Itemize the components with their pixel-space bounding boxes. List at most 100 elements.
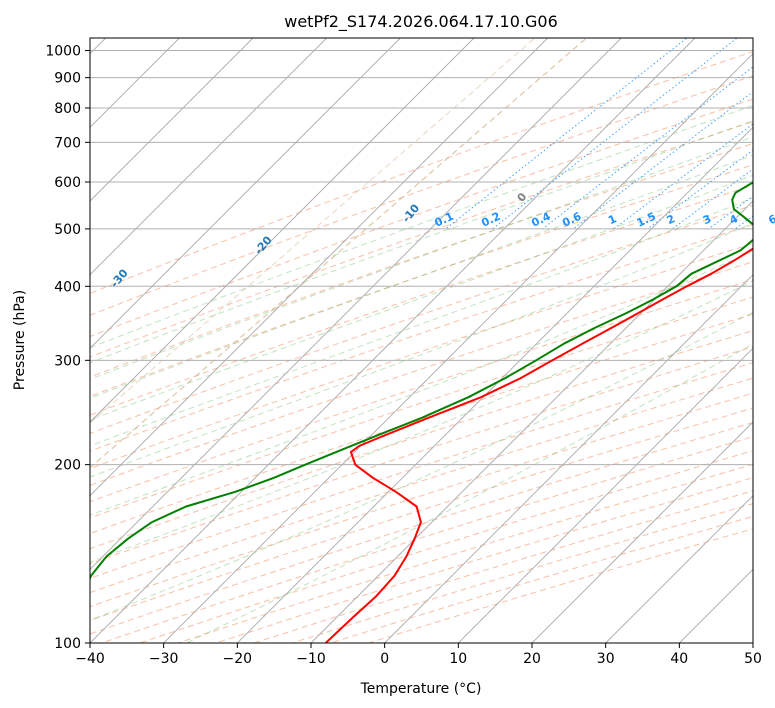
isotherm-gridline [605, 494, 753, 643]
dry-adiabat-line [90, 377, 753, 594]
moist-adiabat-line [90, 136, 753, 380]
plot-frame [89, 37, 754, 644]
dry-adiabat-line [90, 330, 753, 550]
isotherm-gridline [531, 421, 753, 643]
y-tick-label: 1000 [45, 44, 81, 60]
moist-adiabat-line [90, 197, 753, 447]
dry-adiabat-line [90, 313, 753, 535]
mixing-ratio-line [734, 215, 753, 230]
isotherm-gridline [678, 568, 753, 643]
y-axis-label: Pressure (hPa) [12, 290, 28, 390]
moist-adiabat-line [90, 311, 753, 621]
dry-adiabat-line [90, 204, 753, 434]
isotherm-gridline [457, 347, 753, 643]
dry-adiabat-line [90, 121, 753, 358]
x-tick-label: 30 [597, 651, 615, 667]
isotherm-gridline [90, 38, 401, 350]
dry-adiabat-line [90, 184, 753, 416]
mixing-ratio-label: 1.5 [635, 210, 658, 230]
x-tick-label: 20 [523, 651, 541, 667]
y-tick-label: 300 [54, 353, 81, 369]
dry-adiabat-line [90, 392, 753, 608]
dry-adiabat-line [176, 463, 753, 643]
dry-adiabat-line [90, 346, 753, 565]
x-tick-label: −30 [149, 651, 179, 667]
dewpoint-profile-line [90, 181, 753, 581]
isotherm-gridline [90, 38, 549, 497]
moist-adiabat-line [90, 250, 753, 516]
temperature-profile-line [325, 247, 753, 643]
mixing-ratio-label: 2 [665, 212, 677, 227]
isotherm-gridline [90, 38, 475, 423]
background-lines [90, 38, 753, 643]
y-tick-label: 700 [54, 135, 81, 151]
dry-adiabat-line [90, 75, 753, 316]
dry-adiabat-line [138, 450, 753, 643]
dry-adiabat-label: -10 [400, 201, 423, 225]
moist-adiabat-line [90, 120, 753, 364]
mixing-ratio-label: 0.4 [529, 210, 552, 230]
line-labels: 0.10.20.40.611.52346810131620253036-100-… [108, 190, 775, 290]
y-tick-label: 200 [54, 458, 81, 474]
dry-adiabat-line [90, 421, 753, 635]
dry-adiabat-line [90, 51, 753, 294]
x-tick-label: −10 [296, 651, 326, 667]
reference-curve [90, 38, 588, 469]
y-tick-label: 800 [54, 101, 81, 117]
mixing-ratio-label: 0.1 [433, 210, 456, 230]
dry-adiabat-line [90, 362, 753, 579]
x-tick-label: −20 [223, 651, 253, 667]
moist-adiabat-line [186, 343, 753, 643]
dry-adiabat-line [90, 296, 753, 519]
dry-adiabat-label: -20 [252, 233, 275, 257]
isotherm-gridline [752, 642, 753, 643]
isotherm-gridline [310, 200, 753, 643]
mixing-ratio-line [708, 195, 753, 230]
y-tick-label: 100 [54, 636, 81, 652]
axis-ticks: −40 −30 −20 −10 0 10 20 30 40 5010009008007006005… [45, 44, 762, 667]
dry-adiabat-line [90, 224, 753, 452]
isotherm-gridline [90, 38, 622, 571]
isotherm-gridline [163, 52, 753, 643]
isotherm-gridline [90, 38, 696, 643]
moist-adiabat-line [90, 222, 753, 478]
y-tick-label: 600 [54, 175, 81, 191]
isotherm-gridline [236, 126, 753, 643]
mixing-ratio-label: 6 [766, 212, 775, 227]
dry-adiabat-line [90, 164, 753, 397]
dry-adiabat-line [90, 143, 753, 378]
moist-adiabat-line [90, 280, 753, 563]
isotherm-gridline [384, 273, 753, 643]
grid-lines [90, 38, 753, 643]
x-tick-label: 40 [670, 651, 688, 667]
x-tick-label: 0 [380, 651, 389, 667]
isotherm-gridline [90, 38, 254, 202]
x-tick-label: −40 [75, 651, 105, 667]
mixing-ratio-line [445, 38, 688, 230]
moist-adiabat-line [90, 104, 753, 349]
dry-adiabat-label: 0 [515, 190, 530, 204]
moist-adiabat-line [90, 174, 753, 421]
mixing-ratio-label: 1 [606, 212, 618, 227]
dry-adiabat-line [90, 242, 753, 470]
reference-curve [90, 38, 536, 424]
dry-adiabat-line [90, 279, 753, 503]
y-tick-label: 400 [54, 279, 81, 295]
chart-title: wetPf2_S174.2026.064.17.10.G06 [284, 12, 558, 32]
dry-adiabat-line [290, 503, 753, 643]
dry-adiabat-line [90, 98, 753, 338]
data-series [90, 181, 753, 643]
x-tick-label: 50 [744, 651, 762, 667]
y-tick-label: 900 [54, 71, 81, 87]
mixing-ratio-line [672, 168, 753, 230]
dry-adiabat-line [90, 261, 753, 486]
x-tick-label: 10 [449, 651, 467, 667]
mixing-ratio-label: 3 [701, 212, 713, 227]
dry-adiabat-line [90, 407, 753, 621]
x-axis-label: Temperature (°C) [360, 681, 482, 697]
moist-adiabat-line [90, 154, 753, 399]
isotherm-gridline [90, 38, 328, 276]
y-tick-label: 500 [54, 222, 81, 238]
dry-adiabat-line [99, 436, 753, 643]
